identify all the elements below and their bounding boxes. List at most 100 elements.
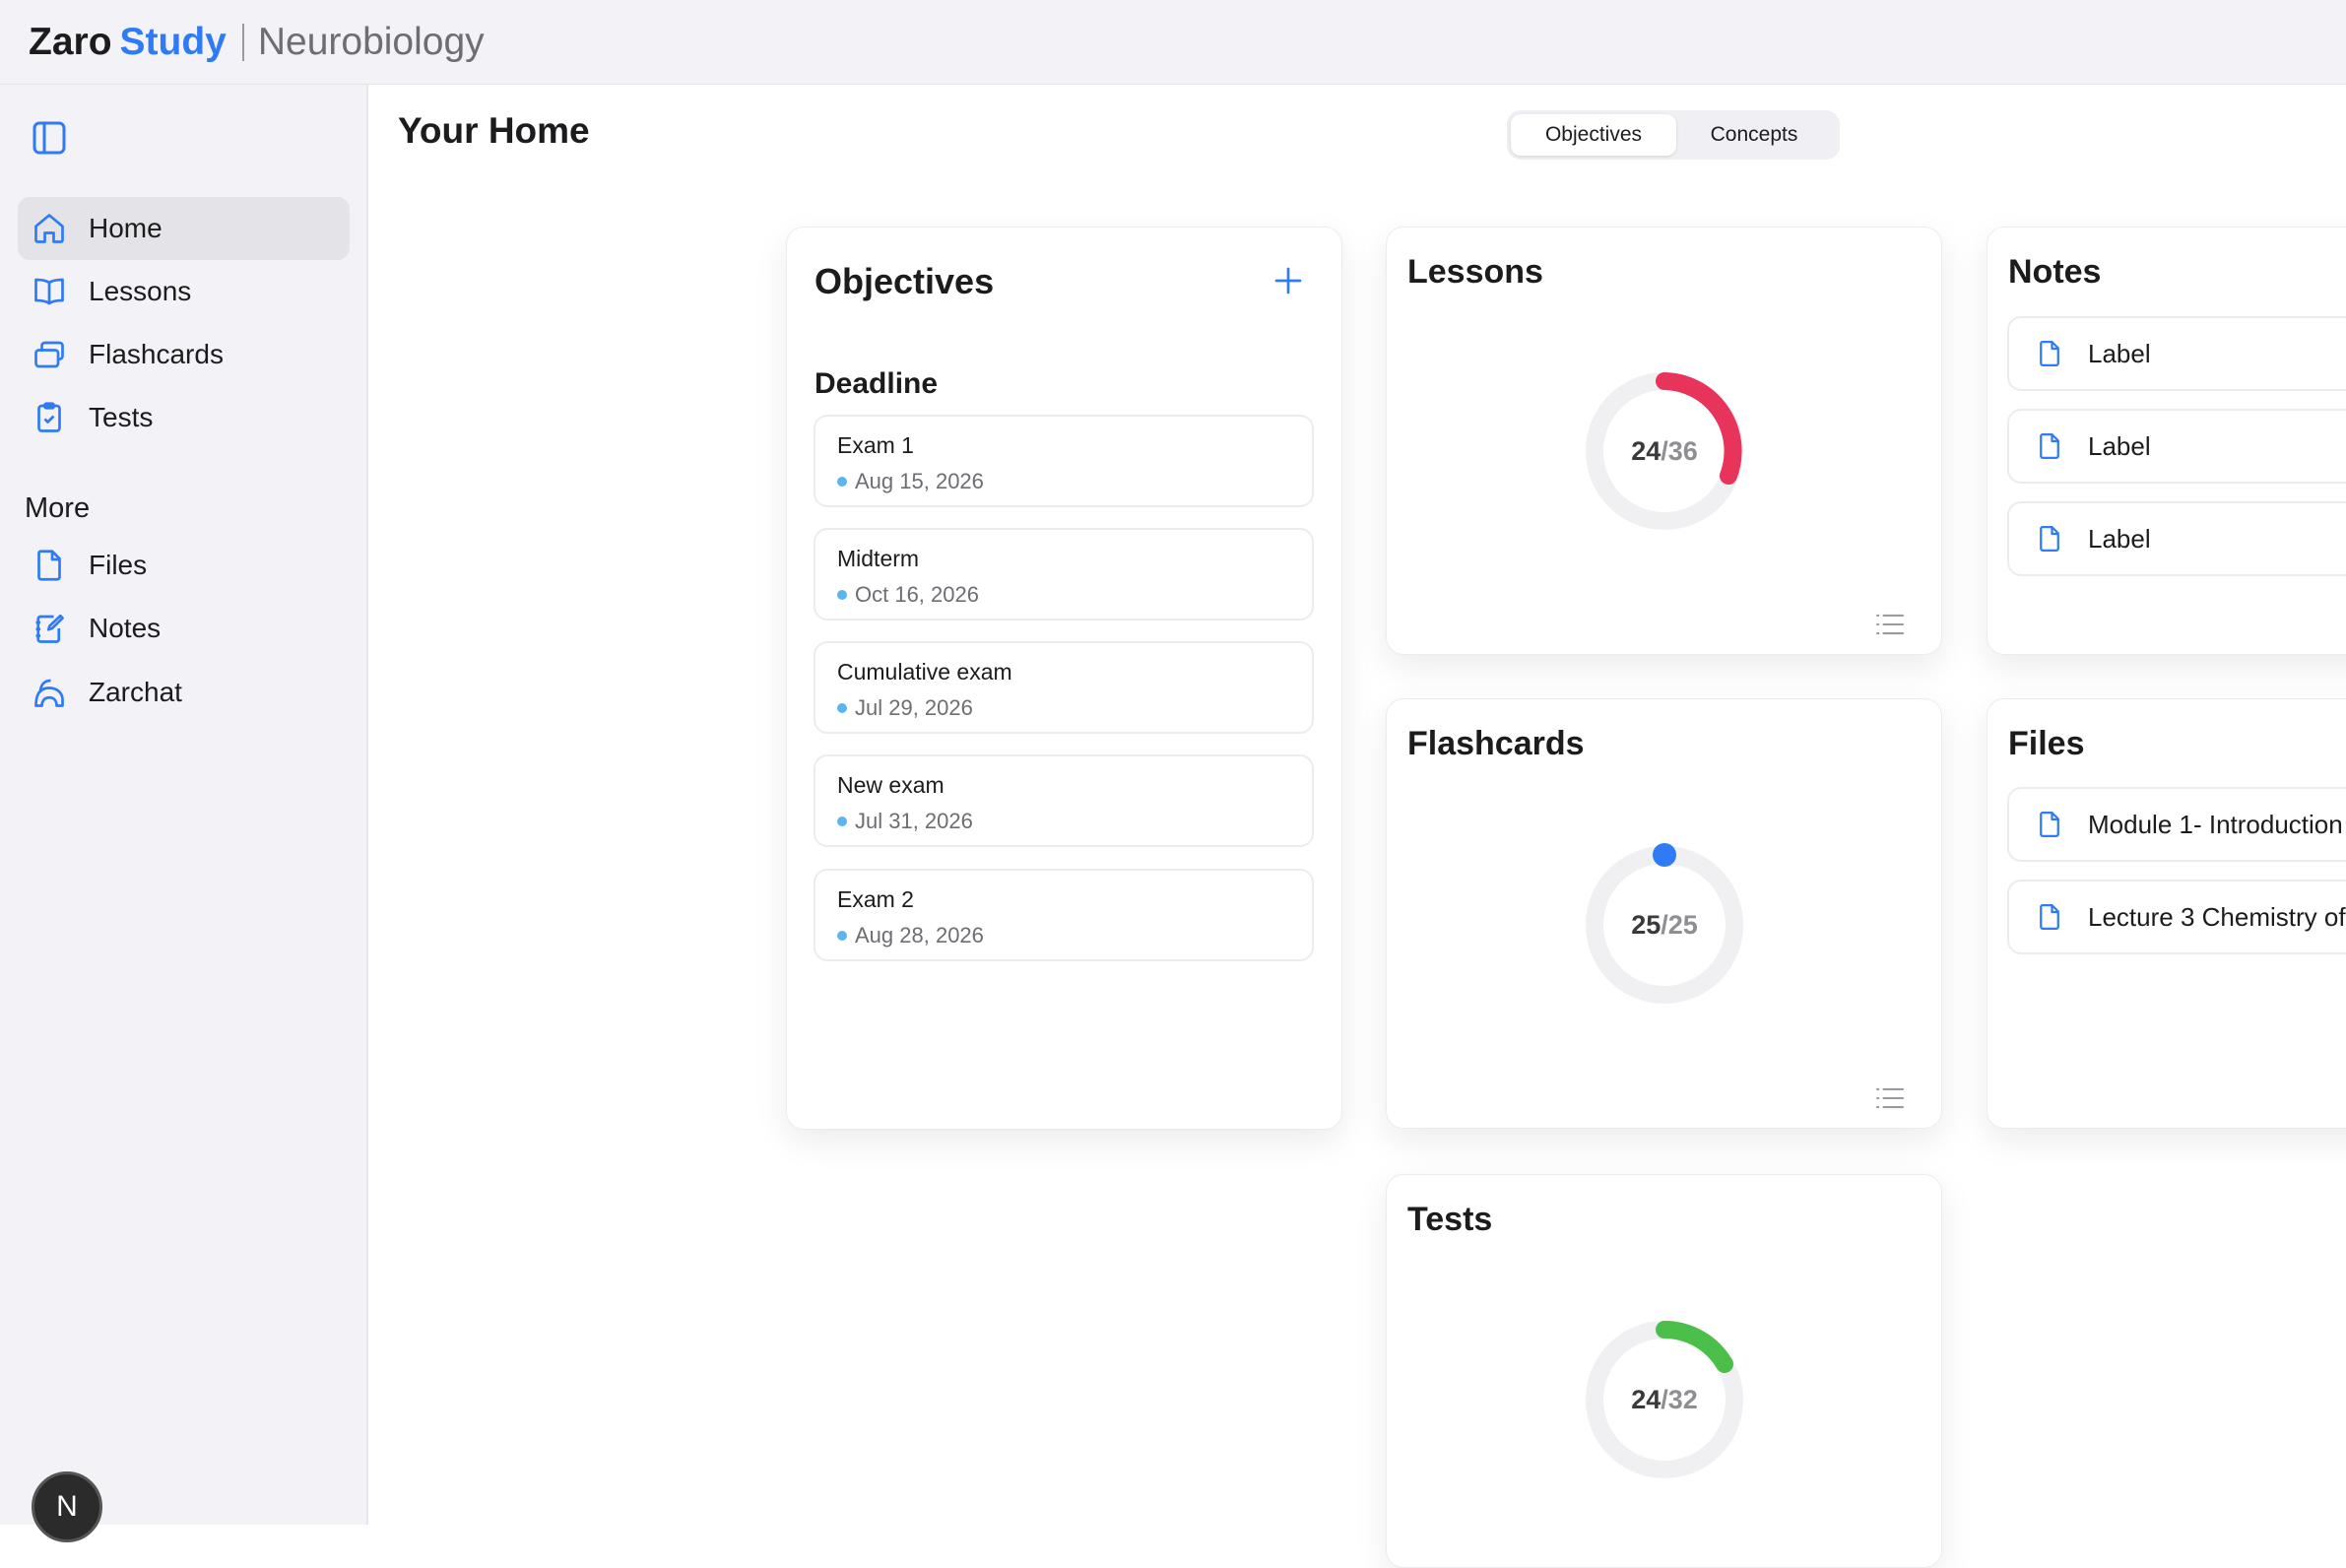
objective-item[interactable]: Cumulative exam Jul 29, 2026 — [814, 641, 1314, 734]
objective-name: New exam — [837, 772, 945, 798]
flashcards-card[interactable]: Flashcards 25/25 — [1386, 698, 1942, 1129]
note-label: Label — [2088, 430, 2151, 461]
sidebar-item-label: Flashcards — [89, 339, 224, 369]
objective-date: Oct 16, 2026 — [855, 582, 979, 607]
sidebar-item-tests[interactable]: Tests — [18, 386, 350, 449]
list-icon[interactable] — [1874, 612, 1906, 637]
notes-card: Notes Label Label Label — [1987, 227, 2346, 655]
note-item[interactable]: Label — [2007, 409, 2346, 484]
status-dot — [837, 477, 847, 487]
objective-date-row: Oct 16, 2026 — [837, 582, 1312, 608]
tab-concepts[interactable]: Concepts — [1710, 123, 1798, 146]
more-section-title: More — [25, 492, 91, 524]
sidebar-item-label: Files — [89, 550, 148, 580]
flashcards-progress-ring — [1586, 843, 1743, 1004]
objective-item[interactable]: Midterm Oct 16, 2026 — [814, 528, 1314, 621]
flashcards-total: /25 — [1661, 909, 1698, 940]
objective-name: Cumulative exam — [837, 659, 1012, 685]
status-dot — [837, 703, 847, 713]
sidebar-item-lessons[interactable]: Lessons — [18, 260, 350, 323]
file-icon — [2040, 341, 2059, 366]
brand-name: Zaro — [29, 20, 112, 63]
lessons-card[interactable]: Lessons 24/36 — [1386, 227, 1942, 655]
lessons-total: /36 — [1661, 435, 1698, 466]
sidebar-toggle-icon[interactable] — [30, 118, 69, 158]
brand-divider — [241, 23, 244, 61]
file-icon — [2040, 904, 2059, 930]
notebook-icon — [35, 614, 64, 643]
sidebar-item-zarchat[interactable]: Zarchat — [18, 661, 350, 724]
add-objective-button[interactable] — [1272, 265, 1304, 296]
file-icon — [2040, 812, 2059, 837]
flashcards-progress-label: 25/25 — [1581, 841, 1748, 1009]
file-icon — [2040, 526, 2059, 552]
objectives-card: Objectives Deadline Exam 1 Aug 15, 2026 … — [786, 227, 1342, 1130]
flashcards-title: Flashcards — [1407, 725, 1585, 762]
tests-progress-ring — [1586, 1321, 1743, 1478]
sidebar-item-label: Zarchat — [89, 677, 182, 707]
note-label: Label — [2088, 523, 2151, 554]
file-icon — [2040, 433, 2059, 459]
tab-objectives[interactable]: Objectives — [1511, 114, 1676, 156]
brand-name-accent: Study — [119, 20, 227, 63]
tests-card[interactable]: Tests 24/32 — [1386, 1174, 1942, 1568]
sidebar-item-label: Home — [89, 213, 163, 243]
file-label: Lecture 3 Chemistry of — [2088, 901, 2346, 932]
deadline-section-title: Deadline — [815, 367, 939, 400]
notes-title: Notes — [2008, 253, 2102, 291]
lessons-done: 24 — [1631, 435, 1662, 466]
clipboard-check-icon — [37, 402, 61, 432]
objective-date-row: Aug 15, 2026 — [837, 469, 1312, 494]
objective-date-row: Aug 28, 2026 — [837, 923, 1312, 948]
status-dot — [837, 817, 847, 826]
tests-progress-label: 24/32 — [1581, 1316, 1748, 1483]
chat-icon — [34, 679, 64, 707]
objectives-title: Objectives — [815, 261, 995, 301]
sidebar-item-notes[interactable]: Notes — [18, 597, 350, 660]
note-item[interactable]: Label — [2007, 501, 2346, 576]
lessons-progress-label: 24/36 — [1581, 367, 1748, 535]
sidebar-item-label: Tests — [89, 402, 154, 432]
objective-name: Exam 1 — [837, 432, 914, 458]
files-title: Files — [2008, 725, 2085, 762]
objective-date: Aug 15, 2026 — [855, 469, 984, 493]
note-label: Label — [2088, 338, 2151, 368]
sidebar: Home Lessons Flashcards Tests More Files… — [0, 85, 368, 1542]
objective-name: Midterm — [837, 546, 920, 571]
file-icon — [37, 550, 61, 581]
lessons-title: Lessons — [1407, 253, 1543, 291]
sidebar-item-label: Lessons — [89, 276, 192, 306]
objective-name: Exam 2 — [837, 886, 914, 912]
flashcards-done: 25 — [1631, 909, 1662, 940]
objective-date-row: Jul 31, 2026 — [837, 809, 1312, 834]
sidebar-item-label: Notes — [89, 613, 162, 643]
book-icon — [34, 278, 64, 305]
tests-total: /32 — [1661, 1384, 1698, 1414]
file-item[interactable]: Module 1- Introduction — [2007, 787, 2346, 862]
objective-date: Jul 29, 2026 — [855, 695, 973, 720]
status-dot — [837, 590, 847, 600]
objective-date-row: Jul 29, 2026 — [837, 695, 1312, 721]
avatar[interactable]: N — [32, 1471, 102, 1542]
tests-done: 24 — [1631, 1384, 1662, 1414]
list-icon[interactable] — [1874, 1085, 1906, 1111]
sidebar-item-files[interactable]: Files — [18, 534, 350, 597]
objective-item[interactable]: Exam 2 Aug 28, 2026 — [814, 869, 1314, 961]
status-dot — [837, 931, 847, 941]
sidebar-item-flashcards[interactable]: Flashcards — [18, 323, 350, 386]
course-name[interactable]: Neurobiology — [257, 20, 485, 63]
objective-date: Aug 28, 2026 — [855, 923, 984, 947]
sidebar-item-home[interactable]: Home — [18, 197, 350, 260]
note-item[interactable]: Label — [2007, 316, 2346, 391]
lessons-progress-ring — [1586, 372, 1743, 530]
files-card: Files Module 1- Introduction Lecture 3 C… — [1987, 698, 2346, 1129]
objective-date: Jul 31, 2026 — [855, 809, 973, 833]
file-item[interactable]: Lecture 3 Chemistry of — [2007, 880, 2346, 954]
objective-item[interactable]: Exam 1 Aug 15, 2026 — [814, 415, 1314, 507]
home-icon — [34, 214, 64, 243]
tests-title: Tests — [1407, 1201, 1493, 1238]
file-label: Module 1- Introduction — [2088, 809, 2343, 839]
page-title: Your Home — [398, 110, 590, 151]
cards-icon — [34, 341, 64, 368]
objective-item[interactable]: New exam Jul 31, 2026 — [814, 754, 1314, 847]
